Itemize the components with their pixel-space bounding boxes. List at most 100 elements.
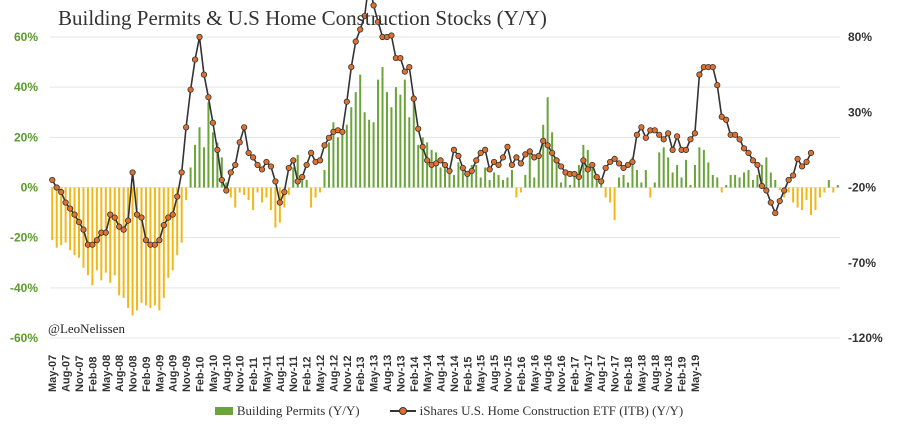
itb-point (285, 164, 292, 172)
permit-bar (618, 177, 621, 188)
permit-bar (524, 174, 527, 188)
x-axis-tick-label: Feb-09 (141, 357, 153, 392)
permit-bar (336, 137, 339, 188)
legend-item-itb: iShares U.S. Home Construction ETF (ITB)… (389, 403, 684, 419)
x-axis-tick-label: Aug-16 (543, 355, 555, 392)
x-axis-tick-label: May-10 (208, 355, 220, 392)
chart-title: Building Permits & U.S Home Construction… (58, 6, 547, 30)
permit-bar (372, 122, 375, 188)
itb-point (294, 178, 301, 185)
itb-point (687, 136, 694, 143)
itb-point (424, 157, 431, 164)
permit-bar (95, 187, 98, 271)
itb-point (781, 187, 788, 194)
permit-bar (787, 187, 790, 193)
x-axis-tick-label: May-12 (315, 355, 327, 392)
x-axis-tick-label: Feb-13 (355, 357, 367, 392)
permit-bar (198, 127, 201, 188)
permit-bar (805, 187, 808, 201)
permit-bar (443, 167, 447, 188)
itb-point (553, 157, 560, 164)
itb-point (589, 161, 596, 169)
permit-bar (216, 142, 219, 188)
itb-point (397, 54, 404, 62)
itb-point (665, 130, 672, 137)
itb-point (267, 163, 275, 170)
itb-point (522, 151, 529, 158)
right-axis-tick-label: -120% (848, 331, 883, 345)
itb-point (540, 137, 547, 144)
permit-bar (408, 117, 411, 188)
itb-point (651, 127, 658, 134)
x-axis-tick-label: Aug-18 (650, 355, 662, 392)
permit-bar (60, 187, 63, 246)
itb-point (245, 149, 252, 156)
left-axis-tick-label: 40% (14, 80, 38, 94)
permit-bar (238, 187, 241, 193)
permit-bar (394, 87, 397, 188)
permit-bar (51, 187, 54, 241)
itb-point (504, 143, 511, 150)
chart-legend: Building Permits (Y/Y) iShares U.S. Home… (0, 403, 898, 419)
itb-point (669, 146, 676, 153)
permit-bar (716, 177, 719, 188)
permit-bar (162, 187, 165, 298)
itb-point (254, 161, 261, 169)
permit-bar (305, 179, 308, 188)
permit-bar (292, 167, 295, 188)
legend-bar-label: Building Permits (Y/Y) (236, 403, 360, 418)
itb-point (642, 134, 649, 141)
x-axis-tick-label: Nov-09 (181, 355, 193, 392)
itb-point (388, 32, 395, 39)
permit-bar (769, 172, 772, 188)
itb-point (129, 169, 136, 176)
permit-bar (801, 187, 804, 211)
itb-point (723, 116, 730, 123)
x-axis-tick-label: Aug-11 (275, 355, 287, 392)
itb-point (468, 167, 475, 175)
permit-bar (528, 152, 531, 188)
permit-bar (676, 164, 679, 188)
permit-bar (747, 169, 750, 188)
itb-point (794, 155, 801, 163)
permit-bar (613, 187, 616, 221)
left-axis-tick-label: -20% (10, 231, 38, 245)
permit-bar (252, 187, 255, 211)
permit-bar (502, 179, 505, 188)
permit-bar (158, 187, 161, 311)
permit-bar (609, 187, 612, 203)
itb-point (517, 160, 524, 167)
permit-bar (310, 187, 313, 208)
itb-point (437, 157, 444, 164)
itb-point (611, 155, 618, 163)
legend-line-swatch (389, 406, 416, 416)
itb-point (227, 169, 234, 176)
itb-point (370, 2, 377, 9)
x-axis-tick-label: Nov-18 (663, 355, 675, 392)
right-axis-tick-label: -20% (848, 181, 876, 195)
itb-point (455, 152, 462, 159)
permit-bar (751, 179, 754, 188)
itb-point (232, 161, 239, 169)
permit-bar (403, 79, 406, 188)
itb-point (66, 205, 74, 212)
x-axis-tick-label: Nov-14 (449, 354, 461, 392)
x-axis-tick-label: May-16 (529, 355, 541, 392)
x-axis-tick-label: Nov-13 (395, 355, 407, 392)
itb-point (535, 152, 542, 159)
itb-point (499, 154, 507, 161)
x-axis-tick-label: Aug-08 (114, 355, 126, 392)
permit-bar (118, 187, 121, 296)
itb-point (544, 142, 551, 149)
itb-point (638, 124, 645, 131)
itb-point (718, 113, 725, 120)
right-axis-tick-label: 80% (848, 30, 872, 44)
itb-point (807, 149, 815, 156)
permit-bar (136, 187, 139, 311)
permit-bar (510, 169, 513, 188)
itb-point (763, 187, 770, 194)
itb-point (486, 166, 493, 173)
itb-point (660, 136, 667, 143)
legend-line-label: iShares U.S. Home Construction ETF (ITB)… (419, 403, 684, 418)
